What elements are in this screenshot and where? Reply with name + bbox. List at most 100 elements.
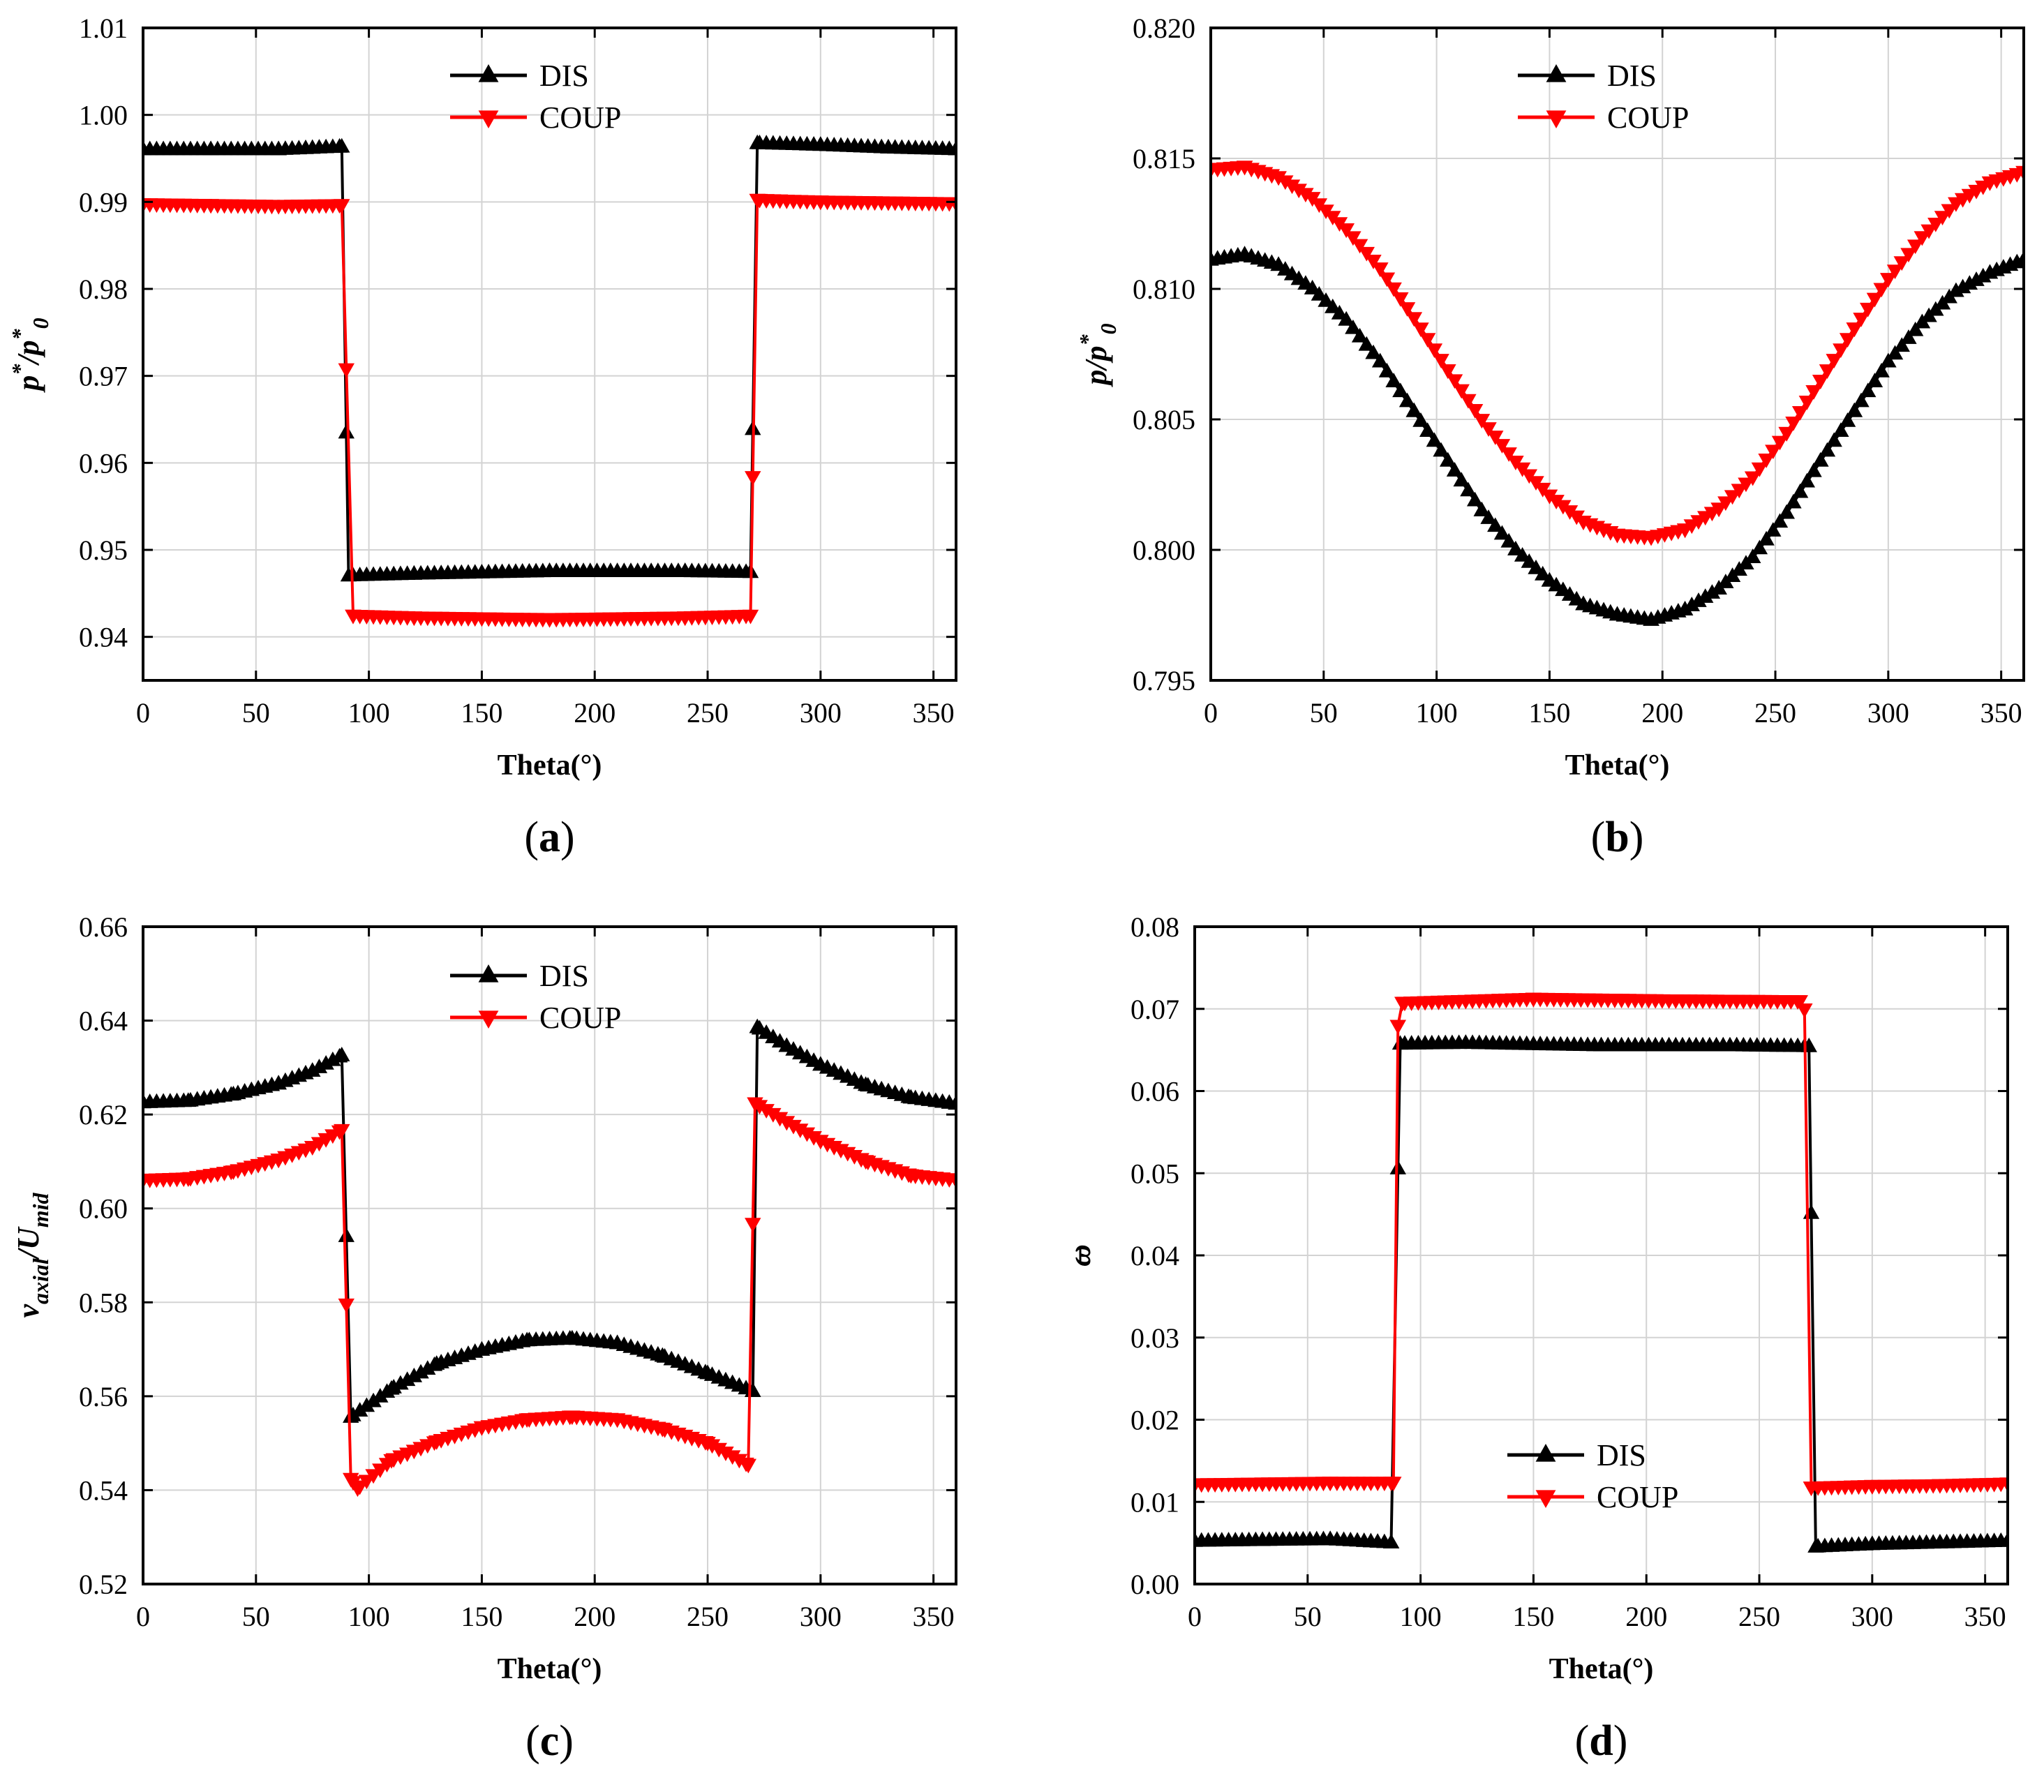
data-point-dis — [1860, 382, 1877, 398]
x-tick-label: 200 — [1641, 697, 1683, 729]
y-tick-label: 0.99 — [79, 186, 128, 218]
data-point-coup — [1900, 248, 1917, 263]
data-point-coup — [2015, 165, 2024, 181]
data-point-coup — [1304, 192, 1321, 207]
data-point-coup — [1751, 462, 1768, 477]
data-point-coup — [740, 1458, 756, 1474]
data-point-dis — [1493, 525, 1511, 540]
data-point-dis — [1378, 362, 1396, 378]
data-point-coup — [345, 609, 361, 625]
data-point-coup — [1660, 994, 1678, 1009]
data-point-dis — [1839, 412, 1856, 427]
data-point-dis — [383, 1380, 400, 1395]
data-point-dis — [343, 1408, 359, 1423]
data-point-dis — [1807, 1538, 1824, 1553]
data-point-dis — [2015, 251, 2024, 266]
data-point-dis — [1528, 559, 1544, 574]
data-point-dis — [1751, 539, 1768, 555]
data-point-dis — [1609, 606, 1626, 621]
y-axis-label-part: 0 — [28, 318, 53, 329]
data-point-coup — [1738, 477, 1754, 493]
data-point-dis — [948, 140, 956, 156]
y-axis-label: p/p*0 — [1075, 323, 1121, 387]
data-point-coup — [1372, 262, 1389, 278]
data-point-dis — [334, 137, 350, 153]
plot-frame — [142, 925, 957, 1585]
data-point-dis — [304, 1062, 321, 1077]
data-point-coup — [1853, 313, 1870, 327]
data-point-dis — [1948, 282, 1964, 297]
data-point-dis — [1322, 1530, 1338, 1546]
data-point-dis — [749, 1018, 766, 1033]
data-point-coup — [1500, 447, 1517, 462]
x-tick-label: 100 — [348, 697, 390, 729]
x-tick-label: 50 — [1294, 1601, 1322, 1632]
data-point-dis — [699, 1364, 716, 1380]
data-point-coup — [1440, 364, 1456, 379]
data-point-coup — [1297, 188, 1314, 203]
data-point-dis — [1758, 530, 1775, 546]
data-point-dis — [270, 1075, 287, 1090]
series-dis — [1211, 246, 2024, 626]
data-point-dis — [1785, 493, 1802, 509]
data-point-coup — [1419, 333, 1436, 348]
data-point-dis — [1744, 548, 1761, 564]
data-point-coup — [758, 1104, 775, 1119]
data-point-dis — [880, 139, 897, 154]
x-tick-label: 150 — [461, 1601, 502, 1632]
data-point-coup — [349, 1482, 366, 1498]
x-axis-label: Theta(°) — [498, 749, 602, 782]
y-tick-label: 0.98 — [79, 274, 128, 305]
data-point-dis — [202, 140, 219, 156]
data-point-coup — [717, 1447, 734, 1461]
x-tick-label: 50 — [242, 1601, 270, 1632]
data-point-dis — [1500, 532, 1517, 548]
data-point-coup — [428, 1435, 445, 1450]
data-point-coup — [731, 1454, 748, 1469]
series-dis — [143, 1018, 956, 1423]
data-point-coup — [1446, 374, 1463, 389]
data-point-dis — [1676, 601, 1694, 615]
y-tick-label: 0.805 — [1133, 404, 1195, 435]
data-point-dis — [1981, 264, 1999, 279]
y-tick-label: 0.96 — [79, 447, 128, 479]
x-axis-label: Theta(°) — [1549, 1653, 1654, 1685]
data-point-dis — [1236, 246, 1253, 261]
data-point-coup — [1744, 471, 1761, 486]
y-tick-label: 0.00 — [1131, 1569, 1179, 1600]
y-tick-label: 0.02 — [1131, 1405, 1179, 1436]
y-axis-label-part: * — [7, 364, 32, 375]
data-point-dis — [1703, 584, 1721, 599]
y-axis-label-part: p — [1079, 370, 1113, 388]
data-point-dis — [654, 1347, 671, 1362]
data-point-coup — [1195, 1478, 1203, 1493]
data-point-coup — [805, 1130, 822, 1146]
data-point-dis — [1473, 501, 1491, 516]
x-tick-label: 250 — [1754, 697, 1796, 729]
data-point-coup — [1839, 333, 1856, 348]
data-point-coup — [1466, 403, 1484, 419]
data-point-coup — [1283, 179, 1301, 195]
data-point-coup — [1846, 322, 1863, 338]
x-tick-label: 300 — [1867, 697, 1909, 729]
data-point-coup — [812, 195, 829, 211]
legend-marker — [1546, 64, 1567, 82]
panel-d: 0 50 100 150 200 250 300 350 0.00 0.01 0.02 0.03 0.0… — [1063, 911, 2009, 1765]
data-point-dis — [143, 140, 151, 156]
x-tick-label: 350 — [913, 697, 955, 729]
data-point-dis — [1846, 402, 1863, 417]
data-point-coup — [1394, 996, 1411, 1012]
data-point-dis — [405, 1367, 423, 1382]
data-point-dis — [1487, 517, 1504, 532]
data-point-dis — [1304, 280, 1321, 294]
series-line-coup — [143, 197, 956, 620]
data-point-coup — [1812, 375, 1829, 389]
data-point-coup — [1765, 445, 1782, 460]
y-axis-label-part: * — [7, 328, 32, 340]
data-point-coup — [383, 1454, 400, 1469]
data-point-dis — [1412, 412, 1429, 427]
data-point-coup — [1525, 992, 1542, 1008]
data-point-coup — [1927, 217, 1944, 232]
data-point-coup — [609, 1413, 626, 1428]
data-point-coup — [334, 1123, 350, 1139]
